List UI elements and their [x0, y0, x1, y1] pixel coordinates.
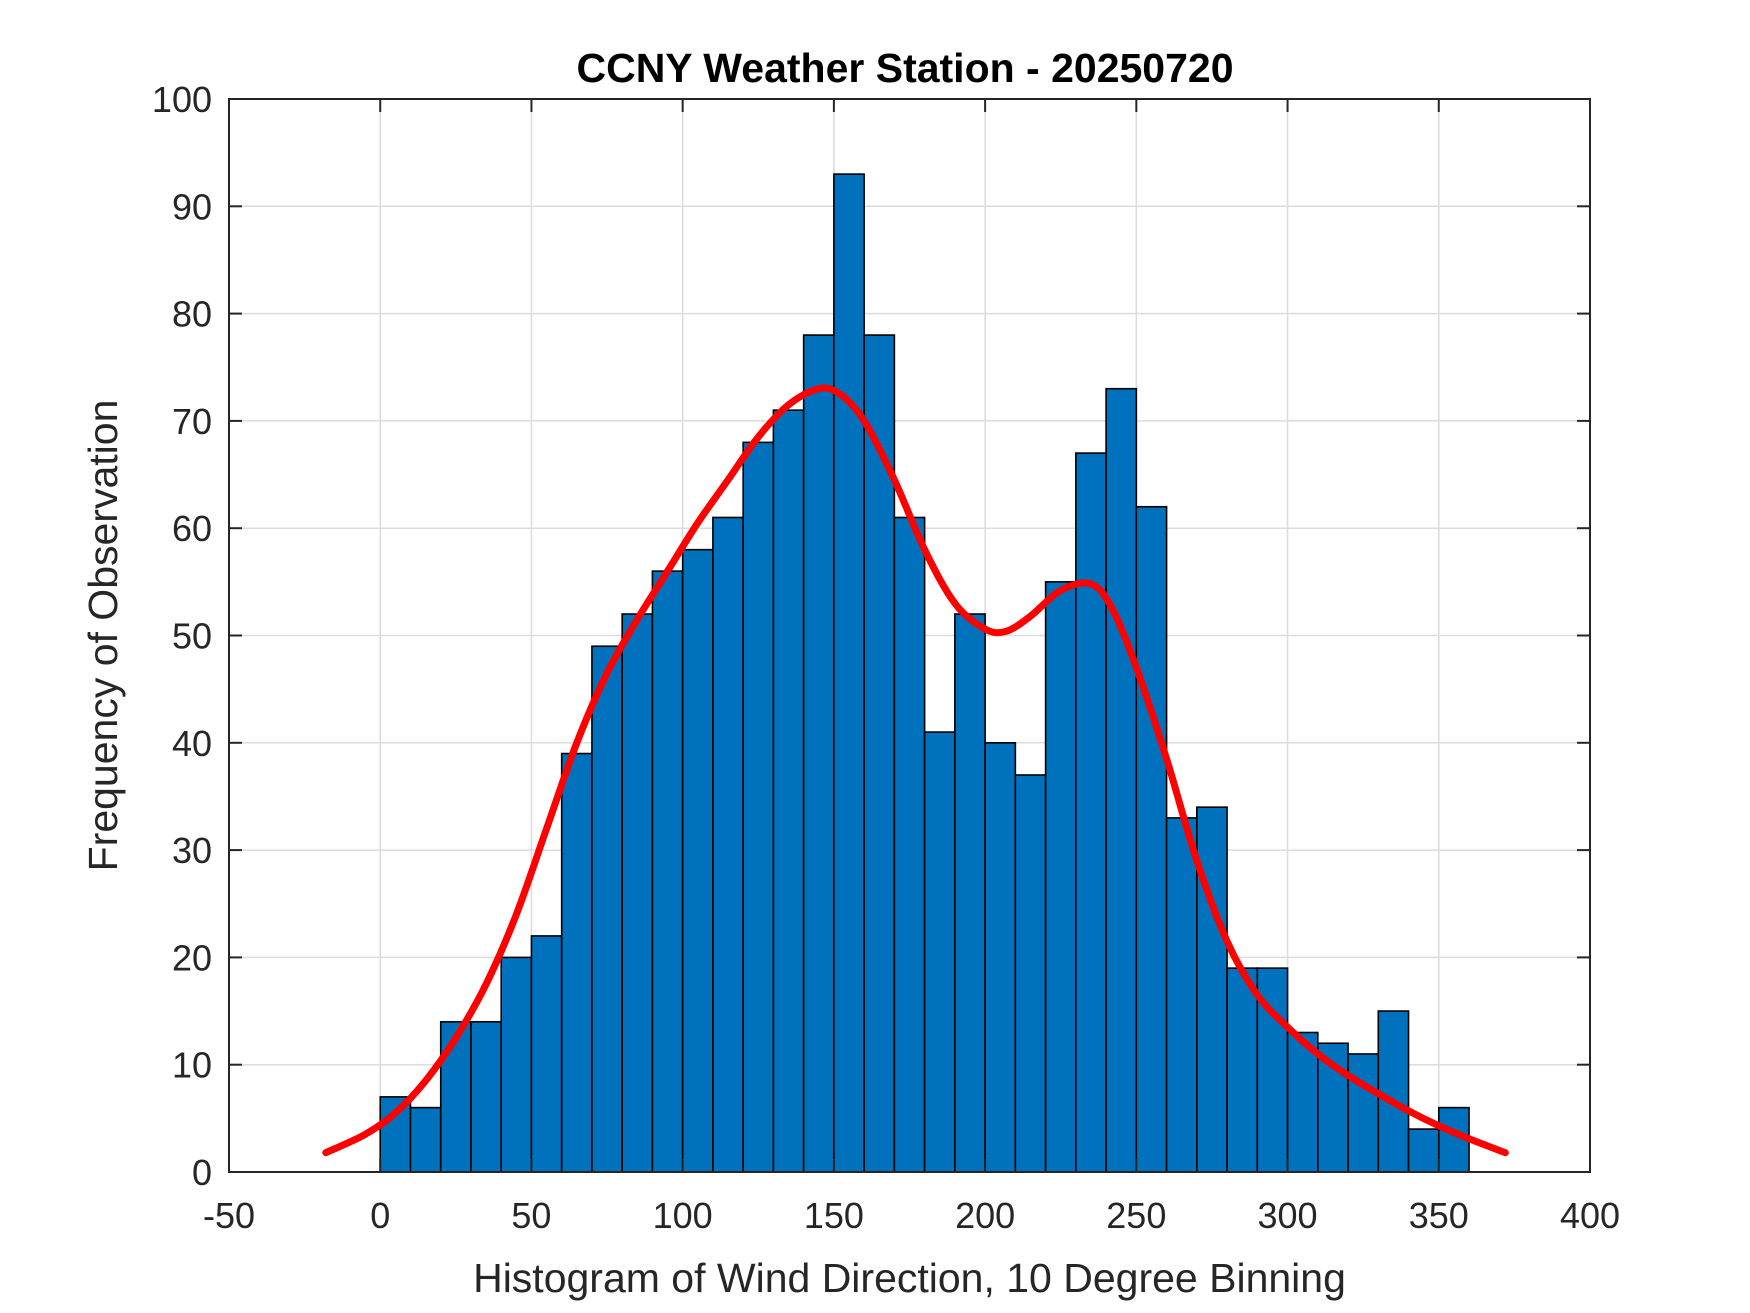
histogram-bar [409, 1106, 442, 1173]
histogram-bar [651, 570, 684, 1173]
x-tick-label: 200 [955, 1195, 1015, 1236]
chart-title: CCNY Weather Station - 20250720 [576, 45, 1233, 91]
histogram-bar [802, 334, 835, 1173]
histogram-bar [560, 752, 593, 1173]
x-axis-label: Histogram of Wind Direction, 10 Degree B… [473, 1255, 1346, 1301]
x-tick-label: 250 [1106, 1195, 1166, 1236]
y-tick-label: 80 [172, 294, 212, 335]
x-tick-label: 0 [370, 1195, 390, 1236]
x-tick-label: -50 [203, 1195, 255, 1236]
histogram-bar [591, 645, 623, 1173]
x-tick-label: 300 [1258, 1195, 1318, 1236]
histogram-bar [954, 613, 986, 1173]
y-tick-label: 0 [192, 1152, 212, 1193]
histogram-bar [1165, 817, 1198, 1173]
fit-curve [322, 384, 1509, 1157]
y-tick-label: 90 [172, 186, 212, 227]
histogram-bar [1226, 967, 1259, 1173]
x-tick-label: 350 [1409, 1195, 1469, 1236]
x-tick-label: 400 [1560, 1195, 1620, 1236]
histogram-bar [893, 516, 926, 1173]
histogram-bar [1105, 387, 1138, 1173]
x-tick-label: 100 [653, 1195, 713, 1236]
histogram-bar [1286, 1031, 1319, 1173]
histogram-bar [681, 548, 714, 1173]
histogram-bar [530, 935, 563, 1173]
histogram-bar [1135, 505, 1168, 1173]
histogram-bar [1407, 1128, 1440, 1173]
y-tick-label: 50 [172, 616, 212, 657]
y-tick-label: 60 [172, 508, 212, 549]
y-tick-label: 40 [172, 723, 212, 764]
histogram-bar [379, 1096, 412, 1173]
y-tick-label: 30 [172, 830, 212, 871]
axis-ticks: -50 0 50 100 150 200 250 300 350 4000102030405060… [152, 79, 1620, 1236]
y-tick-label: 70 [172, 401, 212, 442]
histogram-bar [1196, 806, 1228, 1173]
histogram-bar [772, 409, 805, 1173]
histogram-bar [923, 731, 956, 1173]
histogram-bars [379, 173, 1470, 1173]
histogram-bar [984, 741, 1017, 1173]
histogram-bar [1377, 1010, 1410, 1173]
histogram-bar [712, 516, 744, 1173]
histogram-bar [833, 173, 865, 1173]
histogram-bar [1014, 774, 1047, 1173]
histogram-bar [863, 334, 896, 1173]
histogram-bar [621, 613, 654, 1173]
y-tick-label: 10 [172, 1045, 212, 1086]
histogram-bar [500, 956, 533, 1173]
x-tick-label: 150 [804, 1195, 864, 1236]
histogram-bar [1347, 1053, 1380, 1173]
histogram-bar [1075, 452, 1107, 1173]
histogram-bar [742, 441, 775, 1173]
fit-curve-layer [322, 384, 1509, 1157]
y-tick-label: 100 [152, 79, 212, 120]
x-tick-label: 50 [511, 1195, 551, 1236]
y-tick-label: 20 [172, 937, 212, 978]
histogram-bar [1044, 581, 1077, 1173]
y-axis-label: Frequency of Observation [80, 400, 126, 872]
histogram-bar [470, 1020, 503, 1173]
